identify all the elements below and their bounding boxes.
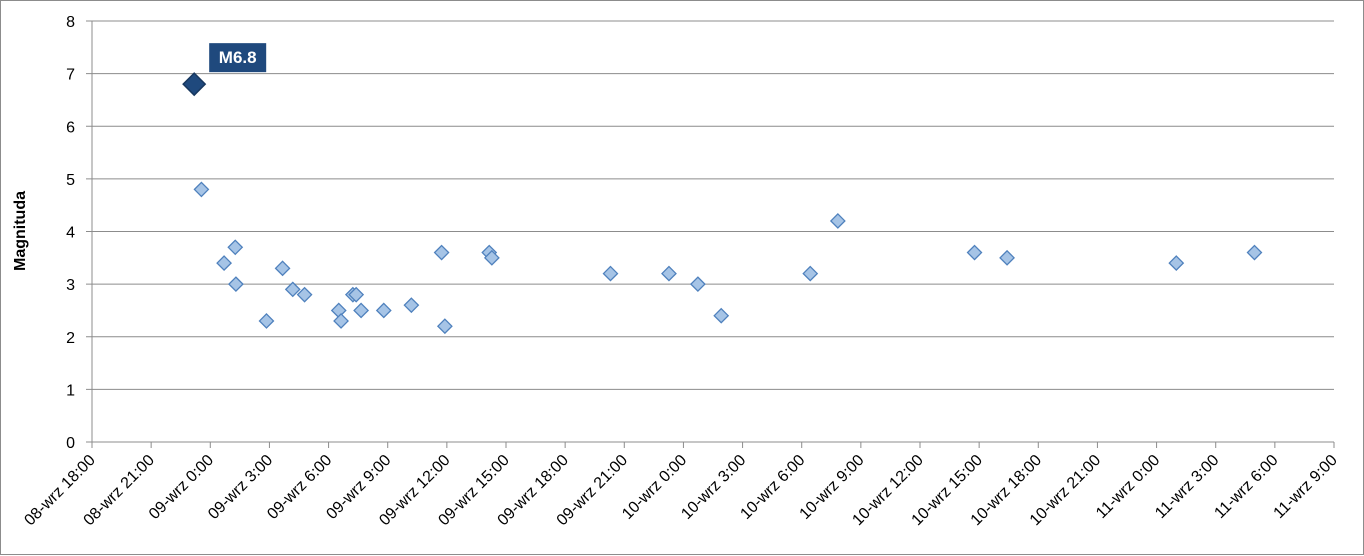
data-point bbox=[1246, 244, 1263, 261]
data-point bbox=[802, 265, 819, 282]
data-point bbox=[829, 213, 846, 229]
data-point bbox=[966, 244, 983, 261]
y-tick-label: 7 bbox=[66, 67, 75, 84]
y-tick-label: 4 bbox=[66, 225, 75, 242]
data-point bbox=[193, 181, 210, 198]
x-tick-label: 11-wrz 9:00 bbox=[1271, 452, 1341, 522]
data-point bbox=[999, 249, 1015, 266]
data-point bbox=[661, 265, 677, 282]
y-tick-label: 6 bbox=[66, 119, 75, 136]
y-axis-title: Magnituda bbox=[12, 191, 29, 271]
data-point bbox=[330, 302, 347, 319]
data-point bbox=[436, 318, 453, 335]
data-point bbox=[403, 297, 420, 314]
y-tick-label: 2 bbox=[66, 330, 75, 347]
gridlines bbox=[92, 20, 1334, 390]
data-point bbox=[333, 313, 349, 329]
data-point bbox=[274, 260, 291, 277]
data-point bbox=[433, 244, 450, 261]
data-point bbox=[216, 255, 233, 271]
data-points bbox=[193, 181, 1263, 335]
data-point bbox=[689, 276, 706, 293]
axes bbox=[86, 20, 1335, 448]
highlight-point bbox=[182, 72, 207, 97]
y-tick-label: 5 bbox=[66, 172, 75, 189]
highlight-point-group: M6.8 bbox=[182, 43, 267, 97]
y-tick-label: 0 bbox=[66, 435, 75, 452]
data-point bbox=[713, 307, 730, 324]
y-tick-label: 8 bbox=[66, 14, 75, 31]
y-tick-label: 1 bbox=[66, 382, 75, 399]
data-point bbox=[353, 302, 370, 319]
data-point bbox=[1168, 255, 1185, 271]
data-point bbox=[227, 276, 244, 293]
data-point bbox=[348, 286, 365, 303]
data-point bbox=[227, 239, 244, 256]
data-point bbox=[258, 313, 275, 329]
highlight-label-box bbox=[209, 43, 267, 73]
data-point bbox=[483, 249, 500, 266]
highlight-label: M6.8 bbox=[219, 48, 257, 67]
data-point bbox=[375, 302, 392, 319]
data-point bbox=[284, 281, 301, 298]
y-tick-labels: 0 1 2 3 4 5 6 7 8 bbox=[66, 14, 75, 452]
y-tick-label: 3 bbox=[66, 277, 75, 294]
data-point bbox=[296, 286, 313, 303]
data-point bbox=[602, 265, 619, 282]
